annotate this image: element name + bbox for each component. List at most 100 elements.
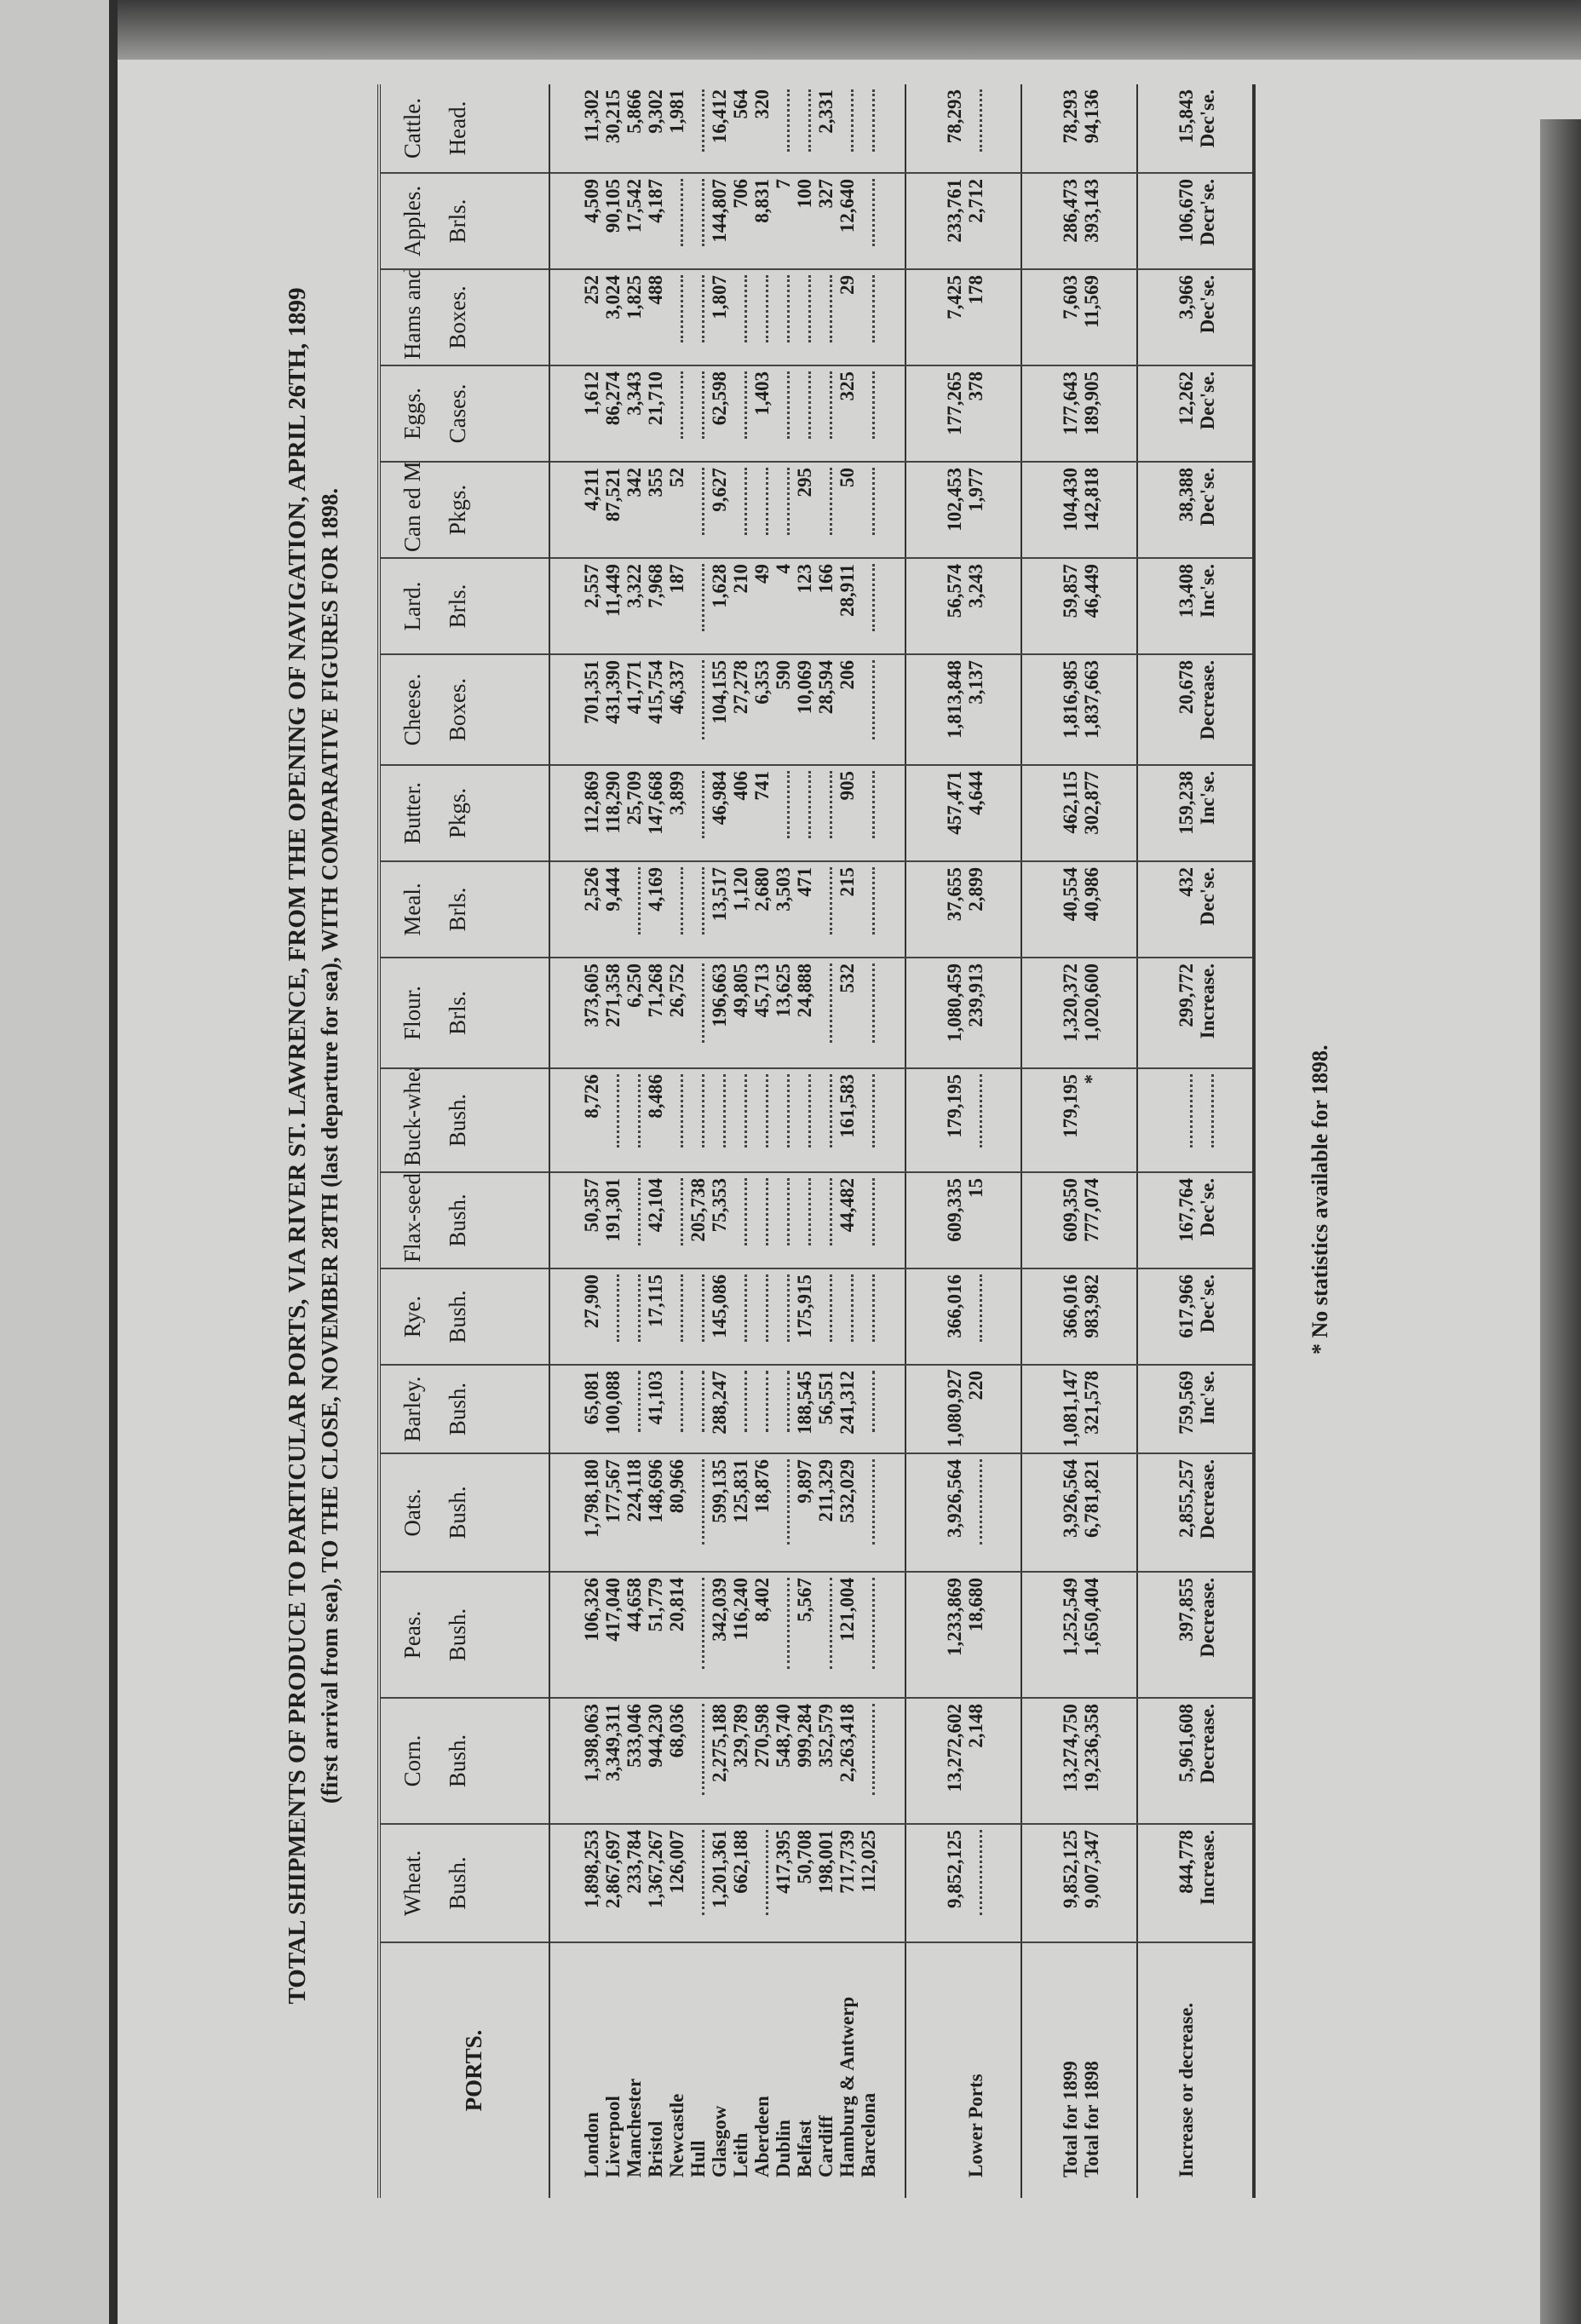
dot-leader xyxy=(974,1074,982,1148)
dot-leader xyxy=(612,1074,619,1148)
value-cell: 12,640 xyxy=(836,173,858,269)
value-cell: 17,542 xyxy=(624,173,645,269)
dot-leader xyxy=(803,371,811,440)
value-cell: 1,807 xyxy=(709,269,730,365)
dot-leader xyxy=(697,1074,704,1148)
empty-cell xyxy=(965,84,1021,173)
empty-cell xyxy=(836,84,858,173)
column-name: Buck-wheat. xyxy=(400,1068,425,1166)
value-cell: 1,825 xyxy=(624,269,645,365)
empty-cell xyxy=(666,173,687,269)
empty-cell xyxy=(965,1268,1021,1365)
value-cell: 1,233,869 xyxy=(905,1572,965,1698)
value-cell: 8,726 xyxy=(549,1068,602,1172)
column-unit: Boxes. xyxy=(445,677,470,742)
empty-cell xyxy=(687,269,709,365)
value-cell: 11,302 xyxy=(549,84,602,173)
value-cell: 7 xyxy=(773,173,794,269)
empty-cell xyxy=(687,558,709,654)
empty-cell xyxy=(858,765,905,861)
column-name: Can ed Meats. xyxy=(400,462,425,552)
value-cell: 13,517 xyxy=(709,861,730,958)
dot-leader xyxy=(803,275,811,343)
value-cell: 112,025 xyxy=(858,1824,905,1942)
value-cell: Decr'se. xyxy=(1197,173,1254,269)
column-unit: Brls. xyxy=(445,198,470,244)
dot-leader xyxy=(867,1704,875,1796)
dot-leader xyxy=(697,468,704,536)
value-cell: 15,843 xyxy=(1137,84,1197,173)
footnote: * No statistics available for 1898. xyxy=(1308,1044,1332,1355)
dot-leader xyxy=(782,275,790,343)
empty-cell xyxy=(751,1068,773,1172)
column-name: Oats. xyxy=(400,1488,425,1537)
value-cell: 215 xyxy=(836,861,858,958)
empty-cell xyxy=(794,765,815,861)
row-label xyxy=(1197,1942,1254,2198)
value-cell: 102,453 xyxy=(905,462,965,558)
empty-cell xyxy=(815,1268,836,1365)
value-cell: 126,007 xyxy=(666,1824,687,1942)
dot-leader xyxy=(761,468,768,536)
table-row-change-label: Increase. Decrease. Decrease. Decrease. Inc'… xyxy=(1197,84,1254,2198)
empty-cell xyxy=(858,861,905,958)
value-cell: 86,274 xyxy=(602,365,624,462)
table-row-port: Dublin 417,395 548,740 13,625 3,503 590 4 7 xyxy=(773,84,794,2198)
empty-cell xyxy=(751,1172,773,1268)
value-cell: 44,482 xyxy=(836,1172,858,1268)
value-cell: 3,966 xyxy=(1137,269,1197,365)
title-line-1: TOTAL SHIPMENTS OF PRODUCE TO PARTICULAR… xyxy=(284,287,311,2005)
value-cell: 13,408 xyxy=(1137,558,1197,654)
empty-cell xyxy=(794,84,815,173)
value-cell: 2,680 xyxy=(751,861,773,958)
column-unit: Bush. xyxy=(445,1486,470,1539)
value-cell: 4,169 xyxy=(645,861,666,958)
value-cell: 3,243 xyxy=(965,558,1021,654)
value-cell: Dec'se. xyxy=(1197,269,1254,365)
table-row-port: Glasgow 1,201,361 2,275,188 342,039 599,135 2… xyxy=(709,84,730,2198)
dot-leader xyxy=(612,1274,619,1343)
empty-cell xyxy=(815,269,836,365)
empty-cell xyxy=(858,173,905,269)
value-cell: 2,867,697 xyxy=(602,1824,624,1942)
column-unit: Bush. xyxy=(445,1194,470,1247)
value-cell: 220 xyxy=(965,1365,1021,1453)
dot-leader xyxy=(867,89,875,152)
empty-cell xyxy=(602,1268,624,1365)
dot-leader xyxy=(867,1371,875,1432)
dot-leader xyxy=(867,1274,875,1343)
dot-leader xyxy=(867,660,875,739)
empty-cell xyxy=(751,269,773,365)
value-cell: 1,398,063 xyxy=(549,1698,602,1824)
dot-leader xyxy=(825,964,832,1043)
value-cell: Dec'se. xyxy=(1197,1268,1254,1365)
table-row-port: Cardiff 198,001 352,579 211,329 56,551 28,594… xyxy=(815,84,836,2198)
dot-leader xyxy=(697,1578,704,1670)
empty-cell xyxy=(730,365,751,462)
value-cell: 1,977 xyxy=(965,462,1021,558)
empty-cell xyxy=(815,958,836,1068)
table-row-port: Hamburg & Antwerp 717,739 2,263,418 121,004… xyxy=(836,84,858,2198)
value-cell: 177,265 xyxy=(905,365,965,462)
value-cell: 49 xyxy=(751,558,773,654)
empty-cell xyxy=(773,1172,794,1268)
column-name: Cheese. xyxy=(400,673,425,746)
column-name: Butter. xyxy=(400,782,425,844)
value-cell: 206 xyxy=(836,654,858,765)
table-row-port: Bristol 1,367,267 944,230 51,779 148,696 41,1… xyxy=(645,84,666,2198)
value-cell: 3,899 xyxy=(666,765,687,861)
value-cell: Increase. xyxy=(1197,958,1254,1068)
value-cell: 100 xyxy=(794,173,815,269)
value-cell: 325 xyxy=(836,365,858,462)
empty-cell xyxy=(751,1365,773,1453)
value-cell: 342 xyxy=(624,462,645,558)
value-cell: 302,877 xyxy=(1081,765,1137,861)
dot-leader xyxy=(782,89,790,152)
value-cell: 7,603 xyxy=(1021,269,1081,365)
dot-leader xyxy=(676,275,683,343)
column-header: Cattle. Head. xyxy=(379,84,549,173)
column-header: Eggs. Cases. xyxy=(379,365,549,462)
column-header: Can ed Meats. Pkgs. xyxy=(379,462,549,558)
column-header: Hams and Bacon. Boxes. xyxy=(379,269,549,365)
empty-cell xyxy=(858,269,905,365)
